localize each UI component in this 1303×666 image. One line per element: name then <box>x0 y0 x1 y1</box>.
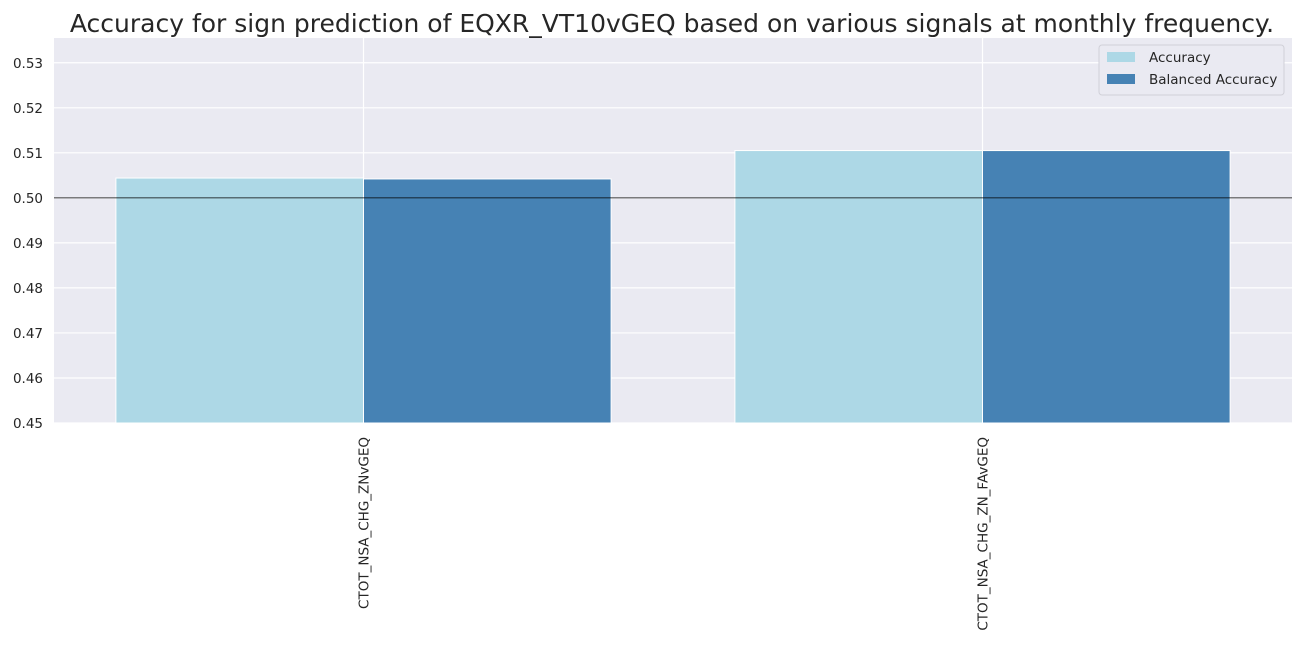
chart-title: Accuracy for sign prediction of EQXR_VT1… <box>70 9 1274 38</box>
y-tick-label: 0.51 <box>13 146 43 162</box>
bar-accuracy-1 <box>115 177 365 424</box>
bar-accuracy-2 <box>734 150 984 424</box>
bars <box>115 150 1231 424</box>
y-tick-label: 0.46 <box>13 371 43 387</box>
bar-balanced-accuracy-2 <box>982 150 1231 424</box>
x-tick-label: CTOT_NSA_CHG_ZNvGEQ <box>357 437 373 609</box>
y-tick-label: 0.48 <box>13 281 43 297</box>
legend-swatch-balanced-accuracy <box>1107 74 1135 84</box>
bar-balanced-accuracy-1 <box>363 178 612 424</box>
y-tick-label: 0.47 <box>13 326 43 342</box>
y-tick-label: 0.53 <box>13 56 43 72</box>
x-tick-label: CTOT_NSA_CHG_ZN_FAvGEQ <box>976 437 992 631</box>
legend: Accuracy Balanced Accuracy <box>1098 44 1285 96</box>
legend-label: Accuracy <box>1149 50 1211 66</box>
y-tick-label: 0.49 <box>13 236 43 252</box>
y-tick-label: 0.50 <box>13 191 43 207</box>
legend-box <box>1098 44 1285 96</box>
x-axis-ticks: CTOT_NSA_CHG_ZNvGEQ CTOT_NSA_CHG_ZN_FAvGE… <box>357 437 992 631</box>
y-tick-label: 0.52 <box>13 101 43 117</box>
y-tick-label: 0.45 <box>13 416 43 432</box>
legend-swatch-accuracy <box>1107 52 1135 62</box>
legend-label: Balanced Accuracy <box>1149 72 1277 88</box>
y-axis-ticks: 0.45 0.46 0.47 0.48 0.49 0.50 0.51 0.52 0.53 <box>13 56 43 432</box>
